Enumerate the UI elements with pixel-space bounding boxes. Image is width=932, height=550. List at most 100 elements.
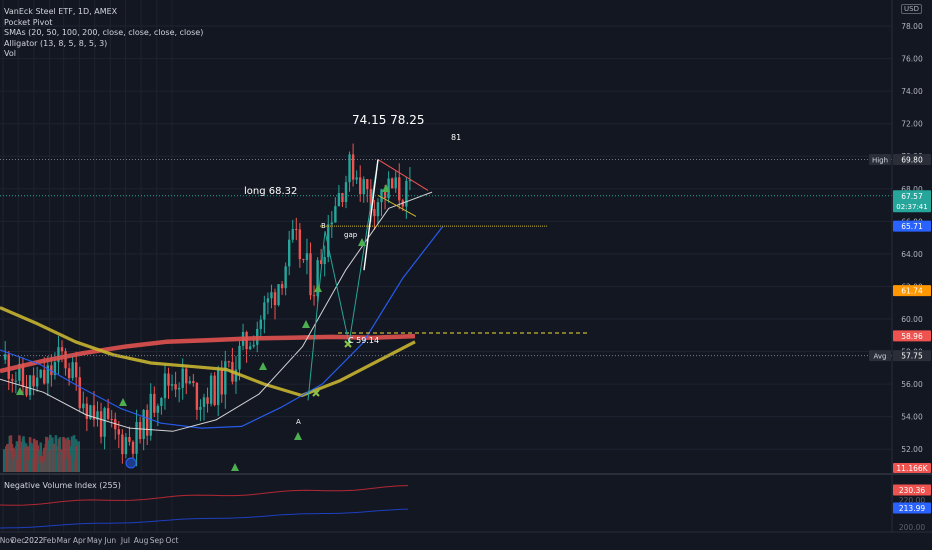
badge-value-bg xyxy=(893,330,931,342)
pocket-pivot-marker xyxy=(16,387,24,395)
x-tick-label: Mar xyxy=(57,536,72,545)
price-badge xyxy=(893,330,931,342)
x-tick-label: Oct xyxy=(166,536,179,545)
candle xyxy=(298,223,302,268)
candle xyxy=(348,151,351,192)
candle xyxy=(259,315,262,339)
nvi-badge-bg xyxy=(893,484,931,496)
candle-body xyxy=(11,378,14,381)
x-tick-label: Nov xyxy=(0,536,15,545)
candle xyxy=(291,219,294,243)
badge-label-text: High xyxy=(872,157,888,165)
price-badge xyxy=(893,190,931,213)
drawing-lines xyxy=(307,159,429,401)
candle-body xyxy=(266,298,270,303)
sma-line-sma-100 xyxy=(0,306,416,398)
badge-value-bg xyxy=(893,154,931,166)
candle-body xyxy=(298,229,302,260)
candle xyxy=(35,366,39,392)
candle xyxy=(146,404,149,445)
candle xyxy=(337,185,341,207)
candle-body xyxy=(288,239,291,267)
candle xyxy=(71,356,74,381)
indicator-pocket-pivot[interactable]: Pocket Pivot xyxy=(4,17,53,27)
candle xyxy=(344,175,348,209)
indicator-smas[interactable]: SMAs (20, 50, 100, 200, close, close, cl… xyxy=(4,28,204,37)
candle xyxy=(32,367,35,396)
x-tick-label: Feb xyxy=(43,536,57,545)
candle xyxy=(185,365,188,395)
candle-body xyxy=(71,362,74,379)
candle xyxy=(202,393,206,421)
candle-body xyxy=(124,437,128,455)
cross-stroke xyxy=(344,340,352,348)
badge-value-bg xyxy=(893,190,931,213)
candle-body xyxy=(259,319,262,329)
candle xyxy=(394,171,397,193)
candle xyxy=(266,292,270,315)
candle xyxy=(153,386,156,417)
candle-body xyxy=(28,375,32,396)
y-tick-label: 54.00 xyxy=(901,413,923,422)
candle-body xyxy=(387,178,390,199)
candle xyxy=(78,366,81,411)
volume-bar xyxy=(54,435,58,472)
point-b-label: B xyxy=(321,222,326,230)
candle xyxy=(18,356,21,386)
candle-body xyxy=(153,393,156,413)
candle xyxy=(82,391,85,414)
candle-body xyxy=(248,346,252,350)
indicator-alligator[interactable]: Alligator (13, 8, 5, 8, 5, 3) xyxy=(4,38,108,48)
candle-body xyxy=(138,422,142,440)
candle xyxy=(160,397,163,415)
volume-bars xyxy=(3,434,80,472)
candle-body xyxy=(32,375,35,387)
target-81-label: 81 xyxy=(451,133,461,142)
candle-body xyxy=(309,253,312,296)
candle xyxy=(390,177,394,189)
badge-value-text: 65.71 xyxy=(901,222,923,231)
price-badge xyxy=(869,350,931,362)
candle xyxy=(117,421,120,449)
candle-body xyxy=(270,292,273,299)
candle-body xyxy=(121,434,124,455)
candle xyxy=(309,242,312,300)
entry-note-label: long 68.32 xyxy=(244,186,297,197)
candle-body xyxy=(277,284,280,306)
candle xyxy=(96,401,99,427)
candle-body xyxy=(383,189,387,199)
candle-body xyxy=(209,375,213,404)
candle-body xyxy=(21,363,25,387)
candle xyxy=(263,295,266,334)
candle-body xyxy=(195,383,199,410)
currency-badge[interactable]: USD xyxy=(901,4,922,14)
candle-body xyxy=(213,375,216,406)
point-c-label: C 59.14 xyxy=(348,336,379,345)
candle-body xyxy=(351,154,355,180)
sma-line-sma-20 xyxy=(0,191,433,432)
candle-body xyxy=(167,373,170,386)
nvi-ema-line xyxy=(0,508,409,529)
candle xyxy=(206,387,209,413)
indicator-volume[interactable]: Vol xyxy=(4,49,16,58)
volume-badge-bg xyxy=(893,463,931,473)
candle-body xyxy=(334,206,337,223)
x-tick-label: Jun xyxy=(103,536,116,545)
candle-body xyxy=(188,381,191,384)
nvi-indicator-label[interactable]: Negative Volume Index (255) xyxy=(4,481,121,490)
candle xyxy=(351,143,355,187)
candle-body xyxy=(273,292,277,306)
candle-body xyxy=(234,369,238,382)
candle-body xyxy=(344,182,348,203)
candle xyxy=(277,284,280,307)
countdown-text: 02:37:41 xyxy=(896,203,927,211)
candle xyxy=(220,360,223,403)
candle xyxy=(376,198,380,224)
flag-lower-line xyxy=(377,194,417,217)
candle-body xyxy=(362,179,365,195)
y-tick-label: 56.00 xyxy=(901,380,923,389)
candle-body xyxy=(252,344,255,347)
symbol-title[interactable]: VanEck Steel ETF, 1D, AMEX xyxy=(4,7,118,16)
candle-body xyxy=(366,179,369,190)
